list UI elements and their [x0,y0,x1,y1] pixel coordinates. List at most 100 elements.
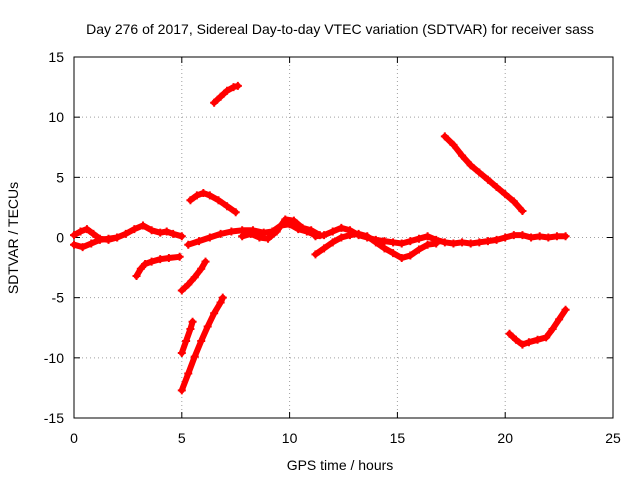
data-point [281,215,290,224]
data-point [147,257,156,266]
data-point [311,232,320,241]
data-point [132,272,141,281]
data-point [414,245,423,254]
data-point [104,234,113,243]
data-point [177,286,186,295]
x-tick-label: 25 [605,430,621,446]
data-point [527,233,536,242]
data-point [78,243,87,252]
data-point [363,232,372,241]
data-point [505,329,514,338]
x-tick-label: 5 [178,430,186,446]
data-point [511,335,520,344]
data-point [169,229,178,238]
y-axis-label: SDTVAR / TECUs [5,182,21,294]
data-point [197,264,206,273]
data-point [177,349,186,358]
data-point [432,239,441,248]
data-point [354,229,363,238]
data-point [223,202,232,211]
data-point [337,233,346,242]
data-point [406,251,415,260]
data-point [227,227,236,236]
data-point [518,207,527,216]
data-point [272,227,281,236]
series-arc-13 [441,133,526,214]
data-point [195,237,204,246]
data-point [406,237,415,246]
data-point [475,168,484,177]
data-point [216,298,225,307]
data-point [475,238,484,247]
y-tick-label: -10 [44,350,64,366]
data-point [397,239,406,248]
data-point [371,238,380,247]
data-point [184,369,193,378]
data-point [423,232,432,241]
series-arc-10 [239,216,323,242]
x-tick-label: 10 [282,430,298,446]
data-point [147,226,156,235]
data-point [229,83,238,92]
data-point [210,98,219,107]
data-point [177,386,186,395]
data-series [70,81,570,395]
data-point [177,232,186,241]
data-point [320,231,329,240]
data-point [231,208,240,217]
axis-ticks: 0 5 10 15 20 25 15 10 5 0 -5 -10 -15 [44,49,621,446]
data-point [175,252,184,261]
data-point [216,229,225,238]
data-point [156,255,165,264]
data-point [320,244,329,253]
data-point [182,336,191,345]
data-point [524,338,533,347]
data-point [449,239,458,248]
data-point [201,257,210,266]
data-point [184,280,193,289]
y-tick-label: -15 [44,410,64,426]
data-point [188,317,197,326]
data-point [533,335,542,344]
data-point [518,231,527,240]
data-point [389,238,398,247]
data-point [328,238,337,247]
data-point [561,232,570,241]
data-point [544,233,553,242]
data-point [466,239,475,248]
data-point [561,305,570,314]
x-tick-label: 15 [390,430,406,446]
data-point [509,197,518,206]
data-point [440,132,449,141]
data-point [70,231,78,240]
series-arc-6 [178,294,226,394]
series-arc-5 [178,318,196,356]
data-point [337,223,346,232]
data-point [501,233,510,242]
chart-title: Day 276 of 2017, Sidereal Day-to-day VTE… [86,21,594,37]
data-point [121,229,130,238]
data-point [87,239,96,248]
data-point [190,352,199,361]
data-point [483,237,492,246]
data-point [501,190,510,199]
data-point [380,244,389,253]
y-tick-label: -5 [52,290,65,306]
data-point [138,221,147,230]
data-point [113,233,122,242]
data-point [205,233,214,242]
data-point [492,235,501,244]
data-point [483,175,492,184]
data-point [89,229,98,238]
data-point [440,238,449,247]
data-point [423,240,432,249]
data-point [509,231,518,240]
data-point [233,81,242,90]
data-point [458,238,467,247]
data-point [311,250,320,259]
data-point [518,340,527,349]
data-point [449,140,458,149]
data-point [197,336,206,345]
data-point [186,324,195,333]
